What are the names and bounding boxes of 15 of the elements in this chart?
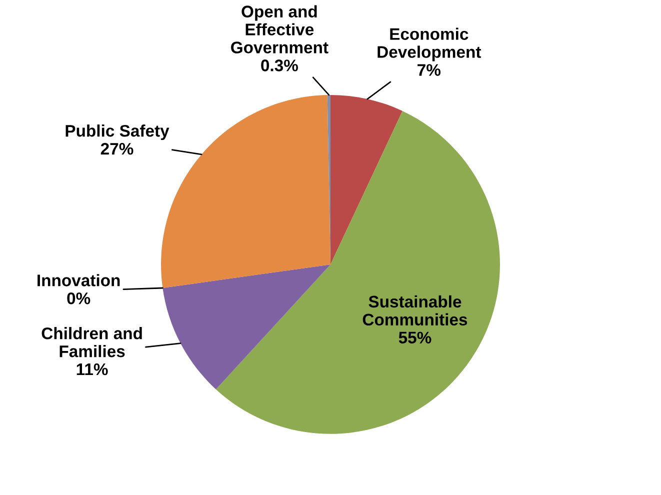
legend-label: Innovation xyxy=(38,274,120,286)
slice-label: Public Safety xyxy=(66,124,170,140)
slice-label: Children and Families xyxy=(42,327,142,358)
slice-label: Sustainable Communities xyxy=(362,295,468,326)
pie-slice xyxy=(162,264,330,390)
pie-slice xyxy=(216,110,500,434)
text: 0% xyxy=(67,292,90,304)
pie-slice xyxy=(330,94,402,264)
data-label: 55% xyxy=(398,332,432,344)
data-label: 11% xyxy=(76,363,108,376)
data-label: 27% xyxy=(100,142,134,155)
slice-label: Economic Development xyxy=(378,28,482,62)
slice-label: Open and Effective Government xyxy=(231,5,328,54)
data-label: 0.3% xyxy=(261,60,298,72)
data-label: 7% xyxy=(418,64,441,76)
